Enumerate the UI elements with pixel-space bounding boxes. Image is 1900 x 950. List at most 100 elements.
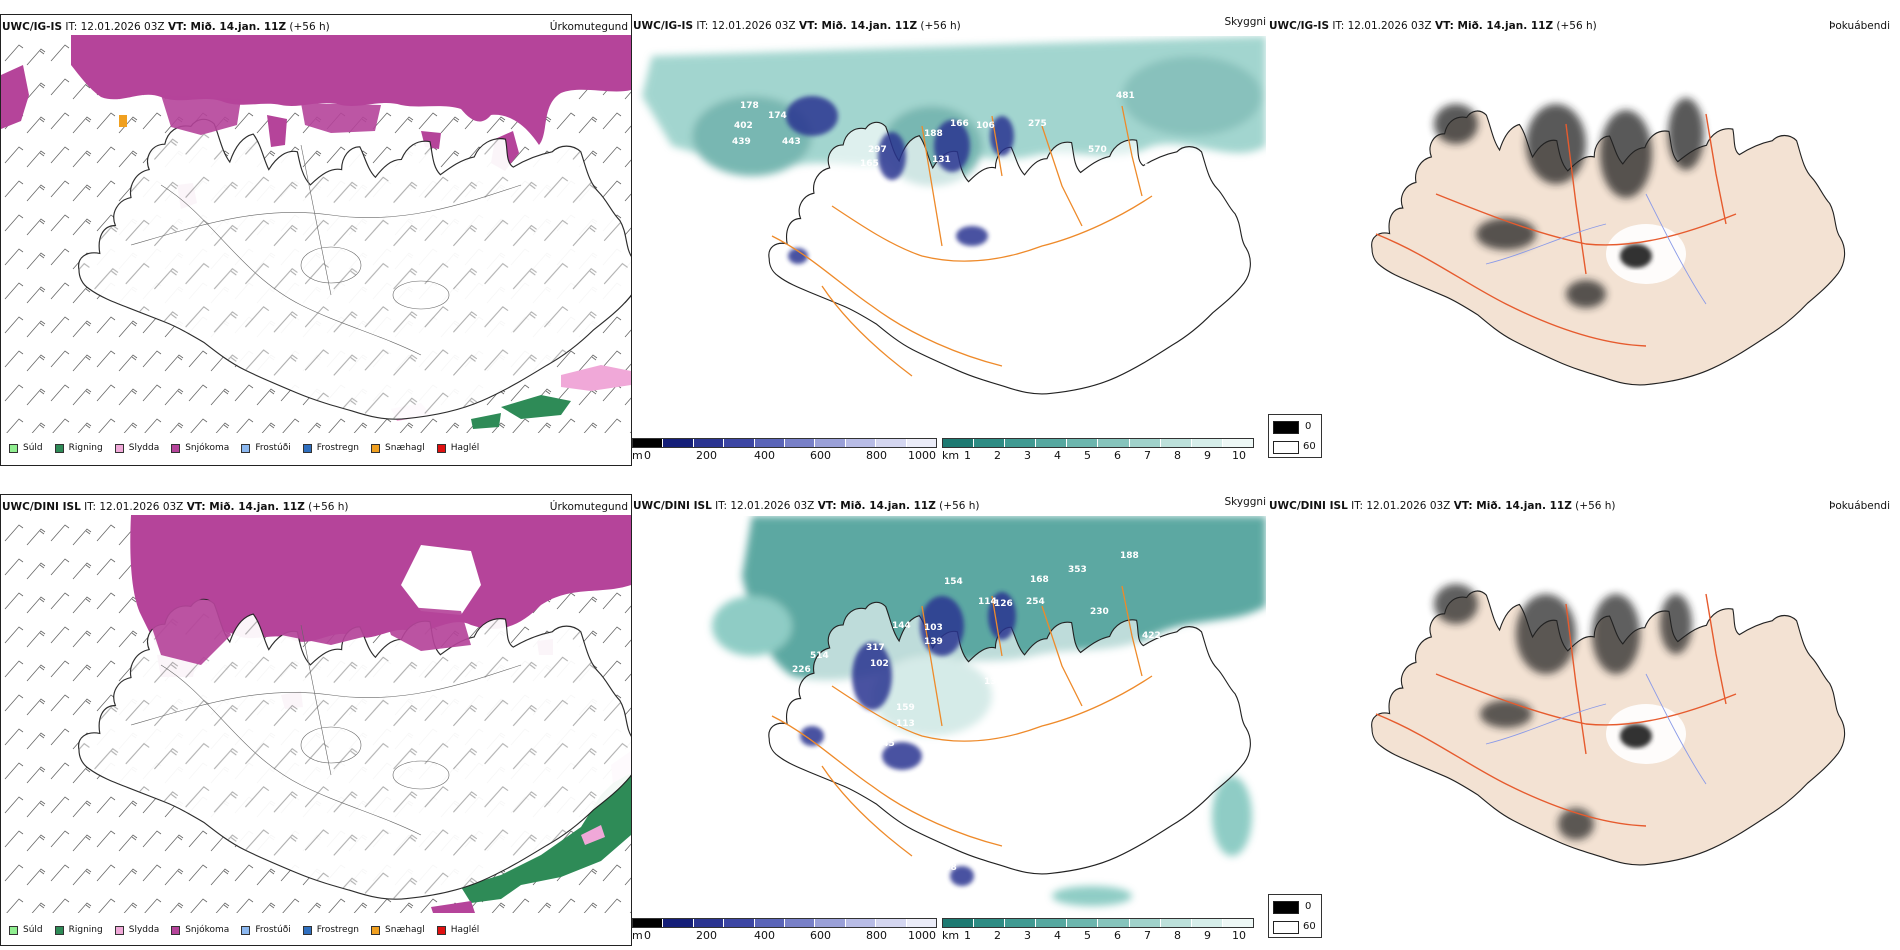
precip-legend-bottom: Súld Rigning Slydda Snjókoma Frostúði Fr… <box>9 925 491 935</box>
colorbar-unit: km <box>942 449 960 462</box>
tick: 10 <box>1232 449 1246 462</box>
cloud-header-top: UWC/IG-IS IT: 12.01.2026 03Z VT: Mið. 14… <box>633 20 961 32</box>
depth-label: 168 <box>1030 575 1049 585</box>
depth-label: 113 <box>896 719 915 729</box>
depth-label: 159 <box>896 703 915 713</box>
precip-map-top <box>1 35 631 433</box>
fog-key-label: 0 <box>1305 901 1312 912</box>
depth-label: 124 <box>984 217 1003 227</box>
tick: 4 <box>1054 449 1061 462</box>
legend-item: Haglél <box>436 925 479 935</box>
colorbar-km-ticks-top: km 1 2 3 4 5 6 7 8 9 10 <box>942 449 1254 463</box>
depth-label: 114 <box>978 597 997 607</box>
swatch-freezing-drizzle <box>241 925 251 935</box>
cloud-panel-bottom: UWC/DINI ISL IT: 12.01.2026 03Z VT: Mið.… <box>632 494 1266 946</box>
legend-item: Rigning <box>54 925 103 935</box>
depth-label: 254 <box>1026 597 1045 607</box>
legend-item: Frostúði <box>241 443 291 453</box>
tick: 6 <box>1114 929 1121 942</box>
tick: 9 <box>1204 449 1211 462</box>
depth-label: 141 <box>1144 163 1163 173</box>
colorbar-km-ticks-bottom: km 1 2 3 4 5 6 7 8 9 10 <box>942 929 1254 943</box>
colorbar-segment <box>943 439 975 447</box>
depth-label: 139 <box>924 637 943 647</box>
cloud-header-bottom: UWC/DINI ISL IT: 12.01.2026 03Z VT: Mið.… <box>633 500 980 512</box>
colorbar-unit: m <box>632 929 643 942</box>
swatch-rain <box>54 925 64 935</box>
colorbar-segment <box>1036 439 1068 447</box>
colorbar-segment <box>974 439 1006 447</box>
cloud-map-top: 178 174 402 439 443 297 165 188 166 106 … <box>642 36 1266 395</box>
fog-panel-top: UWC/IG-IS IT: 12.01.2026 03Z VT: Mið. 14… <box>1266 14 1900 466</box>
legend-item: Frostregn <box>302 443 359 453</box>
tick: 200 <box>696 929 717 942</box>
precip-map-bottom <box>1 515 631 913</box>
colorbar-segment <box>785 919 816 927</box>
cloud-title-top: Skyggni <box>1224 16 1267 28</box>
tick: 7 <box>1144 929 1151 942</box>
fog-key-black <box>1273 901 1299 914</box>
legend-item: Slydda <box>114 925 159 935</box>
legend-item: Snæhagl <box>371 443 425 453</box>
colorbar-segment <box>974 919 1006 927</box>
colorbar-unit: m <box>632 449 643 462</box>
depth-label: 106 <box>976 121 995 131</box>
depth-label: 514 <box>810 651 829 661</box>
fog-key-top: 0 60 <box>1268 414 1322 458</box>
snow-depth-labels-bottom: 154 168 353 188 114 126 254 230 144 103 … <box>792 551 1161 873</box>
colorbar-m-top <box>632 438 937 448</box>
fog-title-bottom: Þokuábendi <box>1829 500 1890 512</box>
swatch-hail <box>436 925 446 935</box>
colorbar-segment <box>876 919 907 927</box>
legend-item: Snjókoma <box>171 925 229 935</box>
colorbar-segment <box>663 439 694 447</box>
colorbar-segment <box>1129 439 1161 447</box>
depth-label: 226 <box>792 665 811 675</box>
colorbar-m-ticks-top: m 0 200 400 600 800 1000 <box>632 449 937 463</box>
legend-item: Snæhagl <box>371 925 425 935</box>
colorbar-segment <box>943 919 975 927</box>
colorbar-segment <box>785 439 816 447</box>
colorbar-segment <box>815 439 846 447</box>
colorbar-segment <box>724 919 755 927</box>
fog-header-top: UWC/IG-IS IT: 12.01.2026 03Z VT: Mið. 14… <box>1269 20 1597 32</box>
colorbar-unit: km <box>942 929 960 942</box>
depth-label: 757 <box>780 197 799 207</box>
colorbar-segment <box>1005 439 1037 447</box>
precip-title-bottom: Úrkomutegund <box>549 501 628 513</box>
tick: 800 <box>866 929 887 942</box>
fog-map-bottom <box>1371 584 1846 866</box>
colorbar-segment <box>876 439 907 447</box>
legend-item: Slydda <box>114 443 159 453</box>
fog-key-bottom: 0 60 <box>1268 894 1322 938</box>
swatch-freezing-rain <box>302 443 312 453</box>
legend-item: Súld <box>9 925 43 935</box>
legend-item: Rigning <box>54 443 103 453</box>
colorbar-segment <box>633 439 664 447</box>
tick: 600 <box>810 929 831 942</box>
tick: 400 <box>754 449 775 462</box>
depth-label: 154 <box>944 577 963 587</box>
tick: 4 <box>1054 929 1061 942</box>
colorbar-segment <box>663 919 694 927</box>
precip-panel-bottom: UWC/DINI ISL IT: 12.01.2026 03Z VT: Mið.… <box>0 494 632 946</box>
tick: 0 <box>644 929 651 942</box>
tick: 9 <box>1204 929 1211 942</box>
tick: 3 <box>1024 929 1031 942</box>
cloud-map-bottom: 154 168 353 188 114 126 254 230 144 103 … <box>712 516 1266 906</box>
swatch-sleet <box>114 925 124 935</box>
colorbar-segment <box>724 439 755 447</box>
tick: 200 <box>696 449 717 462</box>
colorbar-segment <box>1160 919 1192 927</box>
depth-label: 230 <box>1090 607 1109 617</box>
tick: 2 <box>994 449 1001 462</box>
legend-item: Frostregn <box>302 925 359 935</box>
fog-key-white <box>1273 441 1299 454</box>
tick: 800 <box>866 449 887 462</box>
tick: 10 <box>1232 929 1246 942</box>
swatch-drizzle <box>9 925 18 935</box>
fog-title-top: Þokuábendi <box>1829 20 1890 32</box>
tick: 400 <box>754 929 775 942</box>
colorbar-segment <box>845 439 877 447</box>
swatch-hail <box>436 443 446 453</box>
